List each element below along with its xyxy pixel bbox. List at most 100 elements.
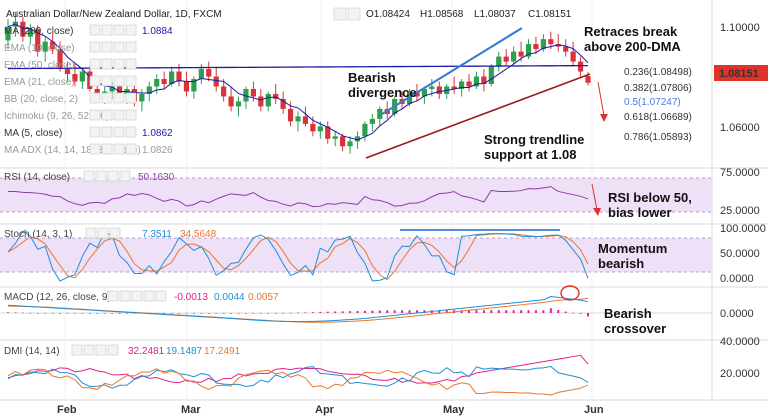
indicator-tool-button[interactable] <box>125 75 137 87</box>
indicator-tool-button[interactable] <box>101 92 113 104</box>
macd-hist-bar <box>200 313 203 314</box>
macd-hist-bar <box>215 313 218 314</box>
indicator-tool-button[interactable] <box>89 126 101 138</box>
indicator-tool-button[interactable] <box>113 143 125 155</box>
pane-tool-button[interactable] <box>85 227 97 239</box>
indicator-tool-button[interactable] <box>101 109 113 121</box>
pane-tool-button[interactable] <box>107 290 119 302</box>
indicator-tool-button[interactable] <box>113 58 125 70</box>
candle-body <box>213 76 219 87</box>
annotation-retraces: above 200-DMA <box>584 39 681 54</box>
stoch-label: Stoch (14, 3, 1) <box>4 229 72 240</box>
annotation-macd: crossover <box>604 321 666 336</box>
indicator-tool-button[interactable] <box>101 41 113 53</box>
fib-down-arrow <box>597 81 605 117</box>
indicator-tool-button[interactable] <box>113 109 125 121</box>
pane-tool-button[interactable] <box>71 344 83 356</box>
pane-tool-button[interactable] <box>97 227 109 239</box>
candle-body <box>362 123 368 137</box>
indicator-tool-button[interactable] <box>125 24 137 36</box>
indicator-label[interactable]: EMA (50, close) <box>4 60 75 71</box>
pane-tool-button[interactable] <box>119 290 131 302</box>
indicator-tool-button[interactable] <box>125 143 137 155</box>
candle-body <box>176 71 182 82</box>
indicator-tool-button[interactable] <box>101 58 113 70</box>
candle-body <box>347 141 353 147</box>
indicator-tool-button[interactable] <box>89 24 101 36</box>
stoch-d-value: 34.5648 <box>180 229 217 240</box>
candle-body <box>50 41 56 50</box>
candle-body <box>354 136 361 142</box>
indicator-label[interactable]: Ichimoku (9, 26, 52, 26) <box>4 111 109 122</box>
indicator-tool-button[interactable] <box>125 41 137 53</box>
candle-body <box>317 126 323 132</box>
pane-tool-button[interactable] <box>95 170 107 182</box>
macd-hist-bar <box>490 310 493 313</box>
ohlc-close: C1.08151 <box>528 9 572 20</box>
indicator-tool-button[interactable] <box>125 109 137 121</box>
indicator-tool-button[interactable] <box>89 109 101 121</box>
indicator-tool-button[interactable] <box>89 143 101 155</box>
indicator-tool-button[interactable] <box>89 41 101 53</box>
chart-title[interactable]: Australian Dollar/New Zealand Dollar, 1D… <box>6 9 222 20</box>
indicator-label[interactable]: EMA (21, close) <box>4 77 75 88</box>
indicator-tool-button[interactable] <box>113 126 125 138</box>
candle-body <box>503 56 509 62</box>
pane-tool-button[interactable] <box>155 290 167 302</box>
indicator-tool-button[interactable] <box>125 126 137 138</box>
pane-tool-button[interactable] <box>109 227 121 239</box>
pane-tool-button[interactable] <box>131 290 143 302</box>
indicator-tool-button[interactable] <box>113 75 125 87</box>
candle-body <box>280 98 286 109</box>
pane-tool-button[interactable] <box>119 170 131 182</box>
macd-hist-bar <box>334 311 337 313</box>
pane-tool-button[interactable] <box>107 344 119 356</box>
indicator-label[interactable]: MA (5, close) <box>4 128 62 139</box>
indicator-tool-button[interactable] <box>101 75 113 87</box>
indicator-tool-button[interactable] <box>101 143 113 155</box>
pane-tool-button[interactable] <box>143 290 155 302</box>
candle-body <box>198 69 204 80</box>
indicator-tool-button[interactable] <box>89 58 101 70</box>
macd-crossover-circle <box>560 285 580 301</box>
indicator-label[interactable]: MA (200, close) <box>4 26 73 37</box>
candle-body <box>228 96 234 107</box>
macd-hist-bar <box>423 310 426 313</box>
candle-body <box>518 51 524 57</box>
indicator-tool-button[interactable] <box>101 126 113 138</box>
indicator-label[interactable]: BB (20, close, 2) <box>4 94 78 105</box>
pane-tool-button[interactable] <box>83 344 95 356</box>
hide-button[interactable] <box>347 7 361 21</box>
indicator-tool-button[interactable] <box>113 41 125 53</box>
pane-tool-button[interactable] <box>95 344 107 356</box>
indicator-value: 1.0826 <box>142 145 173 156</box>
stoch-tick: 100.0000 <box>720 223 766 235</box>
indicator-tool-button[interactable] <box>89 75 101 87</box>
indicator-tool-button[interactable] <box>89 92 101 104</box>
macd-hist-bar <box>7 312 9 313</box>
indicator-tool-button[interactable] <box>113 24 125 36</box>
pane-tool-button[interactable] <box>83 170 95 182</box>
candle-body <box>139 93 145 102</box>
indicator-tool-button[interactable] <box>113 92 125 104</box>
macd-hist-bar <box>289 312 292 314</box>
indicator-tool-button[interactable] <box>101 24 113 36</box>
candle-body <box>168 71 175 84</box>
pane-tool-button[interactable] <box>107 170 119 182</box>
stoch-band <box>0 238 712 272</box>
macd-hist-bar <box>386 310 389 313</box>
annotation-retraces: Retraces break <box>584 24 678 39</box>
settings-button[interactable] <box>333 7 347 21</box>
candle-body <box>570 51 576 62</box>
indicator-tool-button[interactable] <box>125 58 137 70</box>
indicator-label[interactable]: MA ADX (14, 14, 18, 34, close) <box>4 145 141 156</box>
macd-hist-bar <box>73 313 76 314</box>
macd-hist-bar <box>66 313 69 314</box>
dmi-minus-value: 17.2491 <box>204 346 241 357</box>
indicator-tool-button[interactable] <box>125 92 137 104</box>
indicator-value: 1.0884 <box>142 26 173 37</box>
candle-body <box>72 74 78 82</box>
dmi-adx-value: 32.2481 <box>128 346 165 357</box>
indicator-label[interactable]: EMA (10, close) <box>4 43 75 54</box>
month-tick: May <box>443 404 465 416</box>
